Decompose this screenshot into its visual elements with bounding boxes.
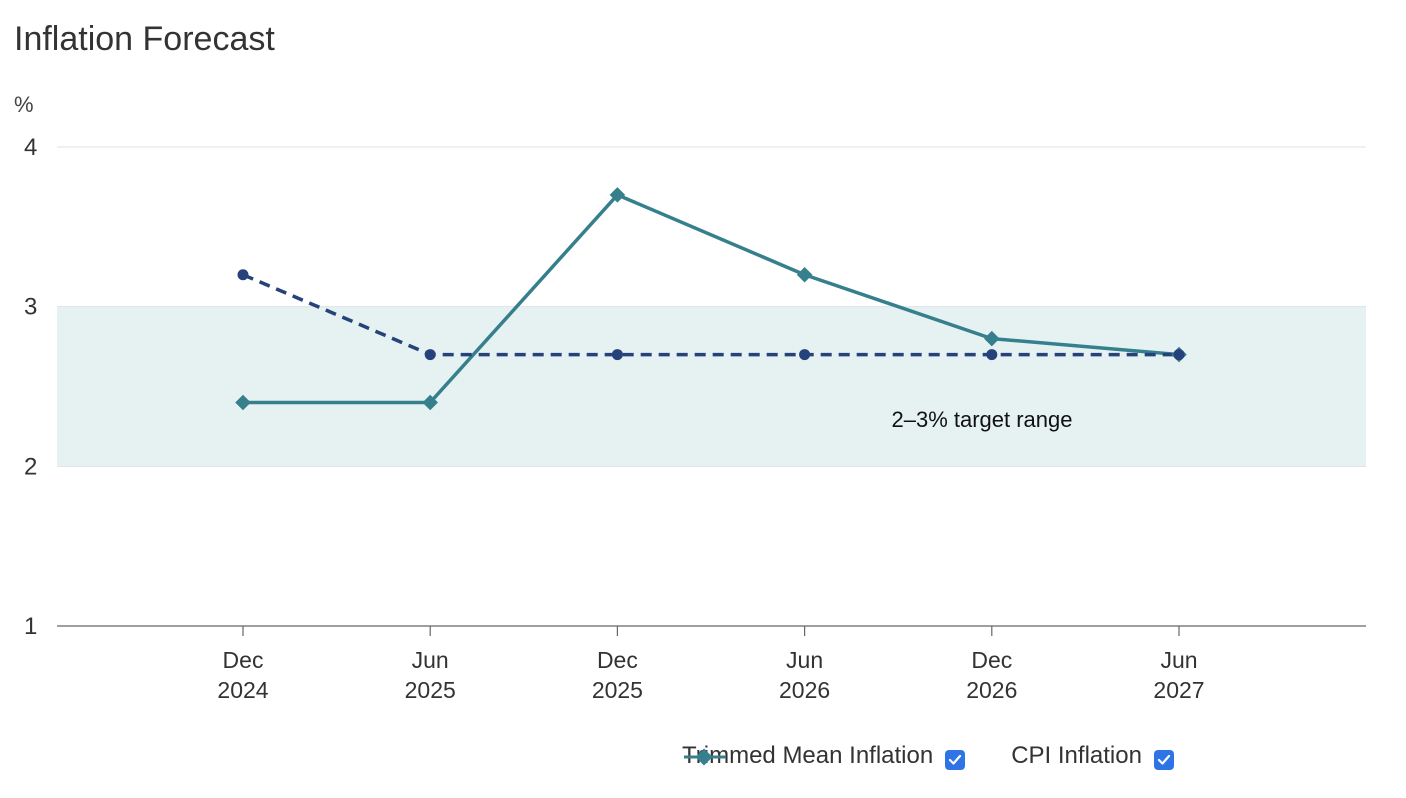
y-tick-label: 2 <box>24 453 37 480</box>
series-line-cpi <box>243 193 1180 405</box>
x-tick-label-year: 2024 <box>217 677 268 703</box>
x-tick-label-month: Jun <box>786 647 823 673</box>
data-point-trimmed-mean[interactable] <box>424 349 436 361</box>
x-tick-label-month: Jun <box>412 647 449 673</box>
x-tick-label-month: Dec <box>223 647 264 673</box>
legend-item-trimmed-mean[interactable]: Trimmed Mean Inflation <box>682 742 966 770</box>
legend-swatch-cpi <box>684 748 726 766</box>
x-tick-label-year: 2025 <box>592 677 643 703</box>
data-point-trimmed-mean[interactable] <box>611 349 623 361</box>
data-point-cpi[interactable] <box>235 394 251 411</box>
data-point-trimmed-mean[interactable] <box>986 349 998 361</box>
y-tick-label: 1 <box>24 613 37 640</box>
y-tick-label: 3 <box>24 294 37 321</box>
data-point-trimmed-mean[interactable] <box>1173 349 1185 361</box>
x-tick-label-month: Dec <box>597 647 638 673</box>
checkmark-icon <box>1157 754 1171 765</box>
x-tick-label-year: 2026 <box>966 677 1017 703</box>
data-point-cpi[interactable] <box>796 266 813 283</box>
x-tick-label-year: 2025 <box>405 677 456 703</box>
chart-title: Inflation Forecast <box>14 20 275 58</box>
chart-legend: Trimmed Mean Inflation CPI Inflation <box>682 742 1220 770</box>
data-point-cpi[interactable] <box>609 187 626 203</box>
x-tick-label-month: Jun <box>1160 647 1197 673</box>
data-point-trimmed-mean[interactable] <box>799 349 811 361</box>
x-tick-label-year: 2026 <box>779 677 830 703</box>
legend-label-cpi: CPI Inflation <box>1011 742 1142 769</box>
target-range-band <box>57 306 1366 467</box>
legend-checkbox-cpi[interactable] <box>1153 750 1174 770</box>
data-point-trimmed-mean[interactable] <box>237 269 249 281</box>
y-tick-label: 4 <box>24 134 37 161</box>
series-line-trimmed-mean <box>242 273 1179 357</box>
checkmark-icon <box>949 754 962 765</box>
target-range-label: 2–3% target range <box>891 407 1072 432</box>
x-tick-label-year: 2027 <box>1153 677 1204 703</box>
y-axis-unit-label: % <box>14 92 34 117</box>
legend-checkbox-trimmed-mean[interactable] <box>945 750 966 770</box>
legend-item-cpi[interactable]: CPI Inflation <box>684 742 1174 770</box>
x-tick-label-month: Dec <box>971 647 1012 673</box>
